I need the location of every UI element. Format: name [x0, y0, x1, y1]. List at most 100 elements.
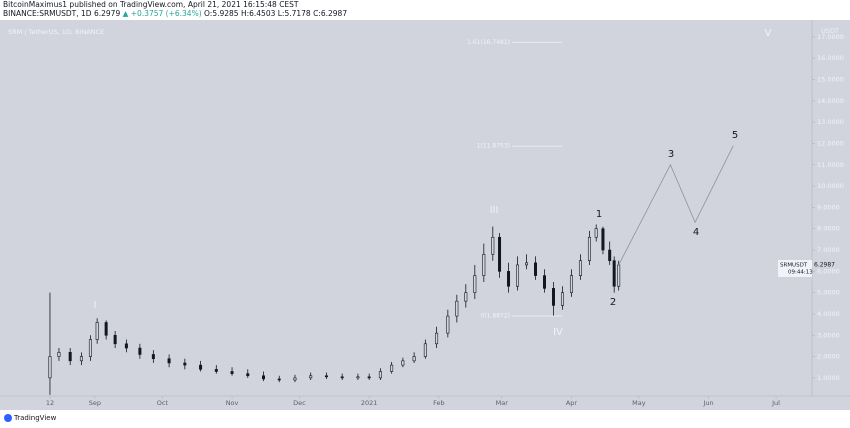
- price-tag-value: 6.2987: [814, 261, 835, 268]
- price-tag-box: [778, 259, 812, 277]
- price: 6.2979: [94, 9, 120, 18]
- candle-body: [446, 315, 450, 334]
- y-tick-label: 5.0000: [817, 289, 840, 297]
- candle-body: [104, 322, 108, 336]
- price-tag-symbol: SRMUSDT: [780, 262, 808, 268]
- candle-body: [262, 375, 266, 380]
- y-tick-label: 13.0000: [817, 118, 844, 126]
- candle-body: [498, 236, 502, 272]
- x-tick-label: Jul: [771, 399, 780, 407]
- candle-body: [587, 236, 591, 261]
- y-tick-label: 17.0000: [817, 33, 844, 41]
- candle-body: [230, 371, 234, 374]
- x-tick-label: 12: [46, 399, 54, 407]
- candle-body: [95, 322, 99, 340]
- y-tick-label: 8.0000: [817, 225, 840, 233]
- y-tick-label: 2.0000: [817, 353, 840, 361]
- logo: TradingView: [4, 414, 57, 422]
- symbol-info: BINANCE:SRMUSDT, 1D 6.2979 ▲ +0.3757 (+6…: [3, 9, 347, 18]
- x-tick-label: Oct: [157, 399, 169, 407]
- wave-label: 4: [693, 227, 699, 238]
- brand: TradingView: [13, 414, 57, 422]
- projection-line: [618, 145, 734, 266]
- candle-body: [608, 249, 612, 261]
- ohlc: O:5.9285 H:6.4503 L:5.7178 C:6.2987: [204, 9, 347, 18]
- candle-body: [569, 275, 573, 293]
- x-tick-label: 2021: [361, 399, 378, 407]
- x-tick-label: Sep: [89, 399, 101, 407]
- candle-body: [246, 373, 250, 377]
- candle-body: [435, 332, 439, 345]
- wave-label: 5: [732, 130, 738, 141]
- candle-body: [309, 375, 313, 379]
- y-tick-label: 14.0000: [817, 97, 844, 105]
- y-tick-label: 12.0000: [817, 139, 844, 147]
- x-tick-label: May: [632, 399, 646, 407]
- y-tick-label: 3.0000: [817, 331, 840, 339]
- candle-body: [340, 376, 344, 379]
- y-tick-label: 9.0000: [817, 203, 840, 211]
- candle-body: [612, 260, 616, 287]
- time-axis: [0, 396, 850, 410]
- candle-body: [412, 356, 416, 362]
- candle-body: [401, 360, 405, 366]
- candle-body: [378, 371, 382, 379]
- candle-body: [617, 264, 621, 287]
- candle-body: [356, 376, 360, 379]
- candle-body: [57, 352, 61, 357]
- fib-label: 1(11.8753): [477, 143, 510, 150]
- candle-body: [525, 262, 529, 266]
- wave-label: 3: [668, 149, 674, 160]
- x-tick-label: Nov: [226, 399, 239, 407]
- candle-body: [534, 262, 538, 276]
- y-tick-label: 4.0000: [817, 310, 840, 318]
- candle-body: [68, 352, 72, 362]
- candle-body: [88, 339, 92, 357]
- plot-area: [0, 20, 812, 396]
- wave-label: IV: [553, 327, 563, 338]
- wave-label: V: [765, 28, 772, 39]
- price-tag-countdown: 09:44:13: [788, 269, 813, 275]
- candle-body: [138, 347, 142, 355]
- wave-label: I: [94, 300, 97, 311]
- candle-body: [151, 354, 155, 360]
- candle-body: [293, 377, 297, 381]
- candle-body: [214, 369, 218, 372]
- candle-body: [48, 356, 52, 379]
- candle-body: [594, 228, 598, 238]
- candle-body: [367, 376, 371, 379]
- candle-body: [455, 300, 459, 317]
- candle-body: [124, 343, 128, 349]
- y-tick-label: 1.0000: [817, 374, 840, 382]
- y-tick-label: 7.0000: [817, 246, 840, 254]
- candle-body: [601, 228, 605, 251]
- x-tick-label: Jun: [703, 399, 714, 407]
- y-tick-label: 10.0000: [817, 182, 844, 190]
- price-axis: [812, 20, 850, 396]
- x-tick-label: Feb: [433, 399, 445, 407]
- y-tick-label: 15.0000: [817, 76, 844, 84]
- x-tick-label: Mar: [496, 399, 509, 407]
- candle-body: [491, 236, 495, 255]
- candle-body: [183, 362, 187, 366]
- candle-body: [464, 292, 468, 302]
- candle-body: [113, 334, 117, 345]
- candle-body: [551, 288, 555, 306]
- candle-body: [482, 253, 486, 276]
- candle-body: [473, 275, 477, 293]
- x-tick-label: Dec: [293, 399, 306, 407]
- x-tick-label: Apr: [566, 399, 578, 407]
- change: ▲ +0.3757 (+6.34%): [123, 9, 202, 18]
- candle-body: [507, 271, 511, 287]
- currency: USDT: [821, 27, 839, 35]
- candle-body: [390, 364, 394, 372]
- candle-body: [199, 364, 203, 370]
- candle-body: [79, 356, 83, 362]
- wave-label: 1: [596, 209, 602, 220]
- y-tick-label: 16.0000: [817, 54, 844, 62]
- fib-label: 1.61(16.7481): [467, 39, 510, 46]
- candle-body: [277, 378, 281, 381]
- candle-body: [578, 260, 582, 276]
